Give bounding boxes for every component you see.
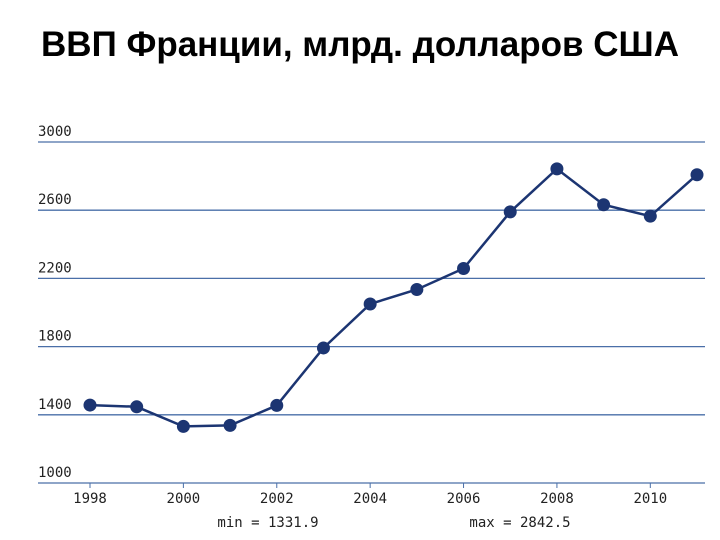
x-tick-label: 2010 <box>633 491 667 507</box>
x-tick-label: 2008 <box>540 491 574 507</box>
point <box>643 209 657 223</box>
point <box>457 262 471 276</box>
x-tick-label: 2006 <box>447 491 481 507</box>
y-tick-label: 2600 <box>38 192 72 208</box>
point <box>550 162 564 176</box>
y-tick-label: 1400 <box>38 397 72 413</box>
x-tick-label: 2000 <box>167 491 201 507</box>
chart-title: ВВП Франции, млрд. долларов США <box>41 25 679 64</box>
point <box>597 198 611 212</box>
point <box>503 205 517 219</box>
point <box>363 297 377 311</box>
y-tick-label: 1800 <box>38 329 72 345</box>
point <box>223 418 237 432</box>
point <box>410 282 424 296</box>
point <box>176 419 190 433</box>
x-tick-label: 1998 <box>73 491 107 507</box>
annotation: max = 2842.5 <box>469 515 570 531</box>
x-tick-label: 2004 <box>353 491 387 507</box>
point <box>316 341 330 355</box>
point <box>690 168 704 182</box>
point <box>83 398 97 412</box>
point <box>270 398 284 412</box>
y-tick-label: 1000 <box>38 465 72 481</box>
x-tick-label: 2002 <box>260 491 294 507</box>
y-tick-label: 2200 <box>38 260 72 276</box>
point <box>130 400 144 414</box>
y-tick-label: 3000 <box>38 124 72 140</box>
line <box>89 167 698 428</box>
annotation: min = 1331.9 <box>217 515 318 531</box>
